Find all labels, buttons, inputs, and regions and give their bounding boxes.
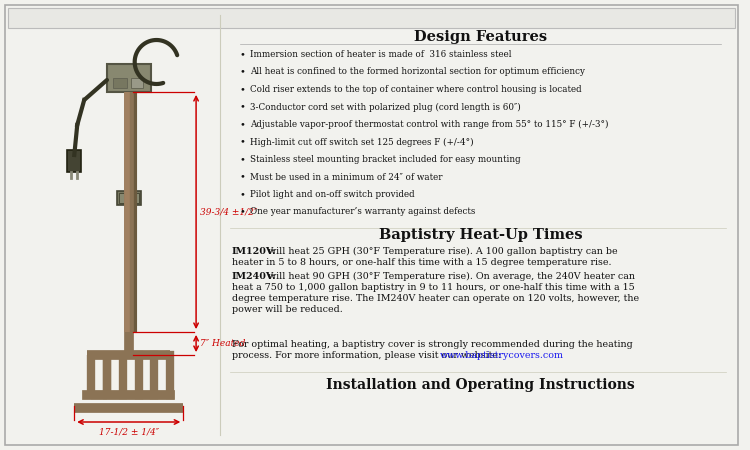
Text: power will be reduced.: power will be reduced. [232, 305, 343, 314]
Text: www.baptistrycovers.com: www.baptistrycovers.com [440, 351, 564, 360]
Text: Cold riser extends to the top of container where control housing is located: Cold riser extends to the top of contain… [250, 85, 581, 94]
Text: •: • [240, 68, 245, 76]
Text: •: • [240, 138, 245, 147]
Text: Installation and Operating Instructions: Installation and Operating Instructions [326, 378, 634, 392]
Bar [68, 150, 81, 172]
Bar [8, 8, 735, 28]
Text: IM240V:: IM240V: [232, 272, 277, 281]
Text: One year manufacturer’s warranty against defects: One year manufacturer’s warranty against… [250, 207, 475, 216]
Text: •: • [240, 172, 245, 181]
Text: Design Features: Design Features [414, 30, 547, 44]
Text: will heat 25 GPH (30°F Temperature rise). A 100 gallon baptistry can be: will heat 25 GPH (30°F Temperature rise)… [266, 247, 618, 256]
Text: •: • [240, 85, 245, 94]
Text: High-limit cut off switch set 125 degrees F (+/-4°): High-limit cut off switch set 125 degree… [250, 138, 473, 147]
Text: •: • [240, 103, 245, 112]
Bar [113, 78, 127, 88]
Text: Must be used in a minimum of 24″ of water: Must be used in a minimum of 24″ of wate… [250, 172, 442, 181]
Text: •: • [240, 50, 245, 59]
Text: Immersion section of heater is made of  316 stainless steel: Immersion section of heater is made of 3… [250, 50, 511, 59]
Text: 39-3/4 ±1/2″: 39-3/4 ±1/2″ [200, 207, 257, 216]
Text: 3-Conductor cord set with polarized plug (cord length is 60″): 3-Conductor cord set with polarized plug… [250, 103, 520, 112]
Bar [118, 193, 139, 203]
Text: degree temperature rise. The IM240V heater can operate on 120 volts, however, th: degree temperature rise. The IM240V heat… [232, 294, 639, 303]
Text: •: • [240, 207, 245, 216]
Bar [130, 78, 142, 88]
Text: Pilot light and on-off switch provided: Pilot light and on-off switch provided [250, 190, 414, 199]
Text: Adjustable vapor-proof thermostat control with range from 55° to 115° F (+/-3°): Adjustable vapor-proof thermostat contro… [250, 120, 608, 129]
Text: will heat 90 GPH (30°F Temperature rise). On average, the 240V heater can: will heat 90 GPH (30°F Temperature rise)… [266, 272, 635, 281]
Text: heat a 750 to 1,000 gallon baptistry in 9 to 11 hours, or one-half this time wit: heat a 750 to 1,000 gallon baptistry in … [232, 283, 634, 292]
Text: All heat is confined to the formed horizontal section for optimum efficiency: All heat is confined to the formed horiz… [250, 68, 584, 76]
Text: 17-1/2 ± 1/4″: 17-1/2 ± 1/4″ [99, 428, 159, 436]
Text: heater in 5 to 8 hours, or one-half this time with a 15 degree temperature rise.: heater in 5 to 8 hours, or one-half this… [232, 258, 611, 267]
Text: Stainless steel mounting bracket included for easy mounting: Stainless steel mounting bracket include… [250, 155, 520, 164]
Bar [107, 64, 151, 92]
Text: •: • [240, 120, 245, 129]
Text: 7″ Heated: 7″ Heated [200, 339, 245, 348]
Text: •: • [240, 190, 245, 199]
Text: For optimal heating, a baptistry cover is strongly recommended during the heatin: For optimal heating, a baptistry cover i… [232, 340, 632, 349]
Text: Baptistry Heat-Up Times: Baptistry Heat-Up Times [379, 228, 582, 242]
Text: •: • [240, 155, 245, 164]
Text: IM120V:: IM120V: [232, 247, 277, 256]
Text: process. For more information, please visit our website:: process. For more information, please vi… [232, 351, 507, 360]
Bar [117, 191, 141, 205]
